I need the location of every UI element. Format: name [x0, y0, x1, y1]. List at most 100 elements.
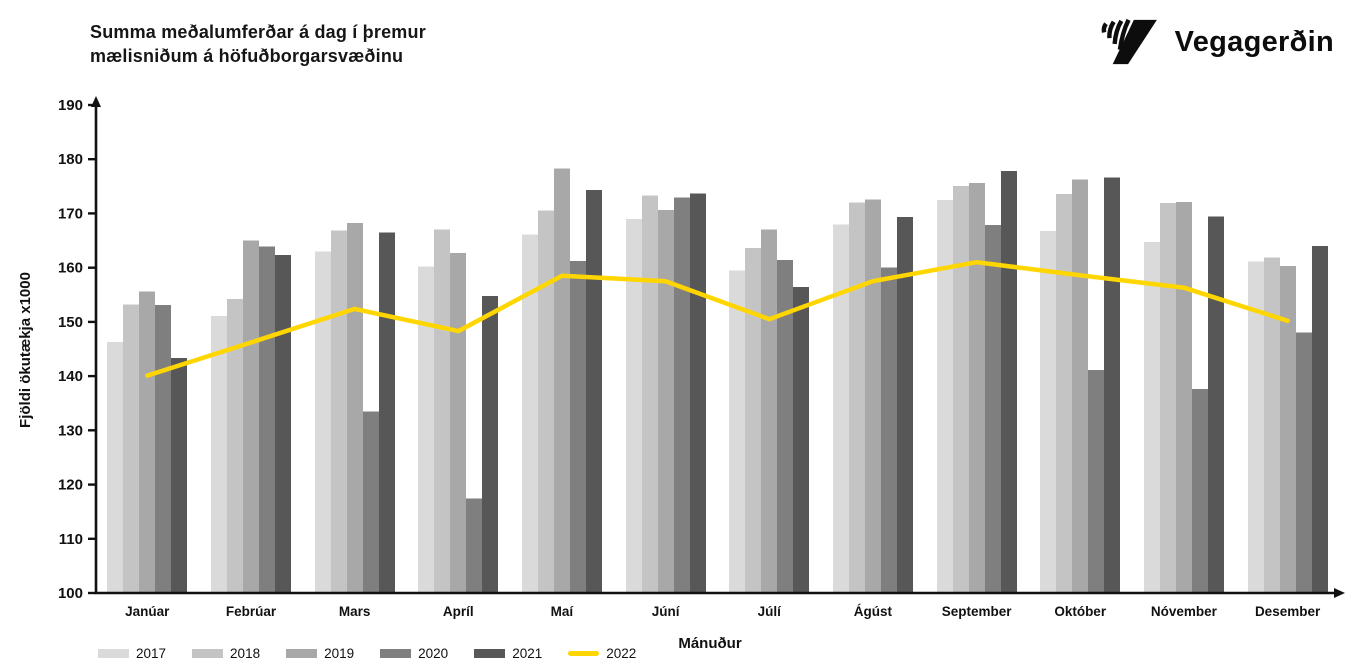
- legend-item-2020: 2020: [380, 646, 448, 661]
- bar-2018-februar: [227, 299, 243, 593]
- bar-2019-juni: [658, 210, 674, 593]
- x-tick-label-november: Nóvember: [1151, 604, 1218, 619]
- y-tick-label-120: 120: [58, 477, 83, 494]
- bar-2020-september: [985, 224, 1001, 594]
- bar-2019-oktober: [1072, 179, 1088, 594]
- bar-2020-mars: [363, 411, 379, 593]
- chart-title-line1: Summa meðalumferðar á dag í þremur: [90, 22, 426, 42]
- bar-2017-mai: [522, 234, 538, 593]
- legend-label-2021: 2021: [512, 646, 543, 661]
- legend-swatch-2022: [568, 651, 600, 656]
- bar-2020-juni: [674, 197, 690, 593]
- bar-2017-juli: [729, 270, 745, 593]
- x-tick-label-september: September: [942, 604, 1013, 619]
- bar-2017-februar: [211, 315, 227, 593]
- y-tick-label-190: 190: [58, 97, 83, 114]
- vegagerdin-logo: Vegagerðin: [1099, 18, 1334, 66]
- bar-2020-mai: [570, 261, 586, 593]
- x-tick-label-agust: Ágúst: [854, 604, 893, 619]
- x-tick-label-desember: Desember: [1255, 604, 1321, 619]
- y-tick-label-170: 170: [58, 205, 83, 222]
- bar-2020-januar: [155, 305, 171, 593]
- chart-title-line2: mælisniðum á höfuðborgarsvæðinu: [90, 46, 404, 67]
- legend-swatch-2017: [98, 649, 129, 658]
- x-axis-arrow: [1334, 588, 1345, 598]
- y-tick-label-110: 110: [59, 531, 83, 548]
- bar-2021-oktober: [1104, 177, 1120, 593]
- legend-label-2020: 2020: [418, 646, 449, 661]
- bar-2017-april: [418, 266, 434, 593]
- bar-2020-juli: [777, 260, 793, 593]
- bar-2021-november: [1208, 216, 1224, 593]
- legend-swatch-2018: [192, 649, 224, 658]
- bar-2018-juli: [745, 248, 761, 593]
- bar-2018-januar: [123, 304, 139, 593]
- bar-2020-desember: [1296, 332, 1312, 593]
- x-tick-label-juni: Júní: [652, 604, 681, 619]
- bar-2019-mai: [554, 168, 570, 593]
- y-axis-title: Fjöldi ökutækja x1000: [17, 272, 34, 428]
- line-series-2022: [145, 259, 1290, 378]
- x-tick-label-april: Apríl: [443, 604, 474, 619]
- bar-2018-april: [434, 229, 450, 593]
- logo-wordmark: Vegagerðin: [1174, 25, 1334, 58]
- bar-2021-juni: [690, 193, 706, 593]
- y-tick-label-180: 180: [58, 151, 83, 168]
- bar-2019-juli: [761, 229, 777, 593]
- bar-2017-juni: [626, 218, 642, 593]
- bar-2019-april: [450, 253, 466, 593]
- x-tick-label-mars: Mars: [339, 604, 371, 619]
- legend-swatch-2020: [380, 649, 412, 658]
- y-tick-label-160: 160: [58, 260, 83, 277]
- bar-2017-desember: [1248, 261, 1264, 593]
- bar-2017-mars: [315, 251, 331, 593]
- bar-2021-januar: [171, 358, 187, 593]
- bar-2021-desember: [1312, 246, 1328, 593]
- bar-2020-november: [1192, 389, 1208, 593]
- bar-2019-mars: [347, 223, 363, 593]
- bar-2018-juni: [642, 195, 658, 593]
- x-tick-label-januar: Janúar: [125, 604, 170, 619]
- bar-2021-juli: [793, 287, 809, 593]
- x-tick-label-mai: Maí: [551, 604, 575, 619]
- y-tick-label-140: 140: [58, 368, 83, 385]
- bar-2017-agust: [833, 224, 849, 594]
- bar-2018-september: [953, 185, 969, 594]
- bar-2017-januar: [107, 342, 123, 593]
- chart-title: Summa meðalumferðar á dag í þremur mælis…: [90, 20, 426, 69]
- bar-2018-november: [1160, 203, 1176, 593]
- bar-2018-mars: [331, 230, 347, 594]
- bar-2021-mars: [379, 232, 395, 593]
- chart-legend: 2017 2018 2019 2020 2021 2022: [98, 646, 636, 661]
- bar-2019-september: [969, 183, 985, 593]
- bar-2019-januar: [139, 291, 155, 593]
- bar-2021-mai: [586, 190, 602, 593]
- vegagerdin-v-stripes-icon: [1101, 18, 1157, 65]
- bar-2018-desember: [1264, 257, 1280, 593]
- legend-item-2021: 2021: [474, 646, 542, 661]
- bar-2018-agust: [849, 202, 865, 593]
- bar-2020-april: [466, 498, 482, 593]
- bar-2021-agust: [897, 217, 913, 593]
- bar-2017-september: [937, 199, 953, 593]
- legend-item-2018: 2018: [192, 646, 260, 661]
- x-tick-label-oktober: Október: [1054, 604, 1107, 619]
- bar-2019-agust: [865, 199, 881, 594]
- legend-item-2019: 2019: [286, 646, 354, 661]
- legend-item-2017: 2017: [98, 646, 166, 661]
- y-tick-label-150: 150: [58, 314, 83, 331]
- x-tick-label-februar: Febrúar: [226, 604, 277, 619]
- bar-2019-februar: [243, 240, 259, 593]
- bar-2020-februar: [259, 246, 275, 593]
- legend-swatch-2021: [474, 649, 506, 658]
- legend-label-2017: 2017: [136, 646, 167, 661]
- legend-label-2018: 2018: [230, 646, 261, 661]
- bar-2021-september: [1001, 171, 1017, 593]
- bar-2021-april: [482, 295, 498, 593]
- legend-item-2022: 2022: [568, 646, 636, 661]
- bar-2018-oktober: [1056, 193, 1072, 593]
- y-tick-label-130: 130: [58, 422, 83, 439]
- x-tick-label-juli: Júlí: [758, 604, 783, 619]
